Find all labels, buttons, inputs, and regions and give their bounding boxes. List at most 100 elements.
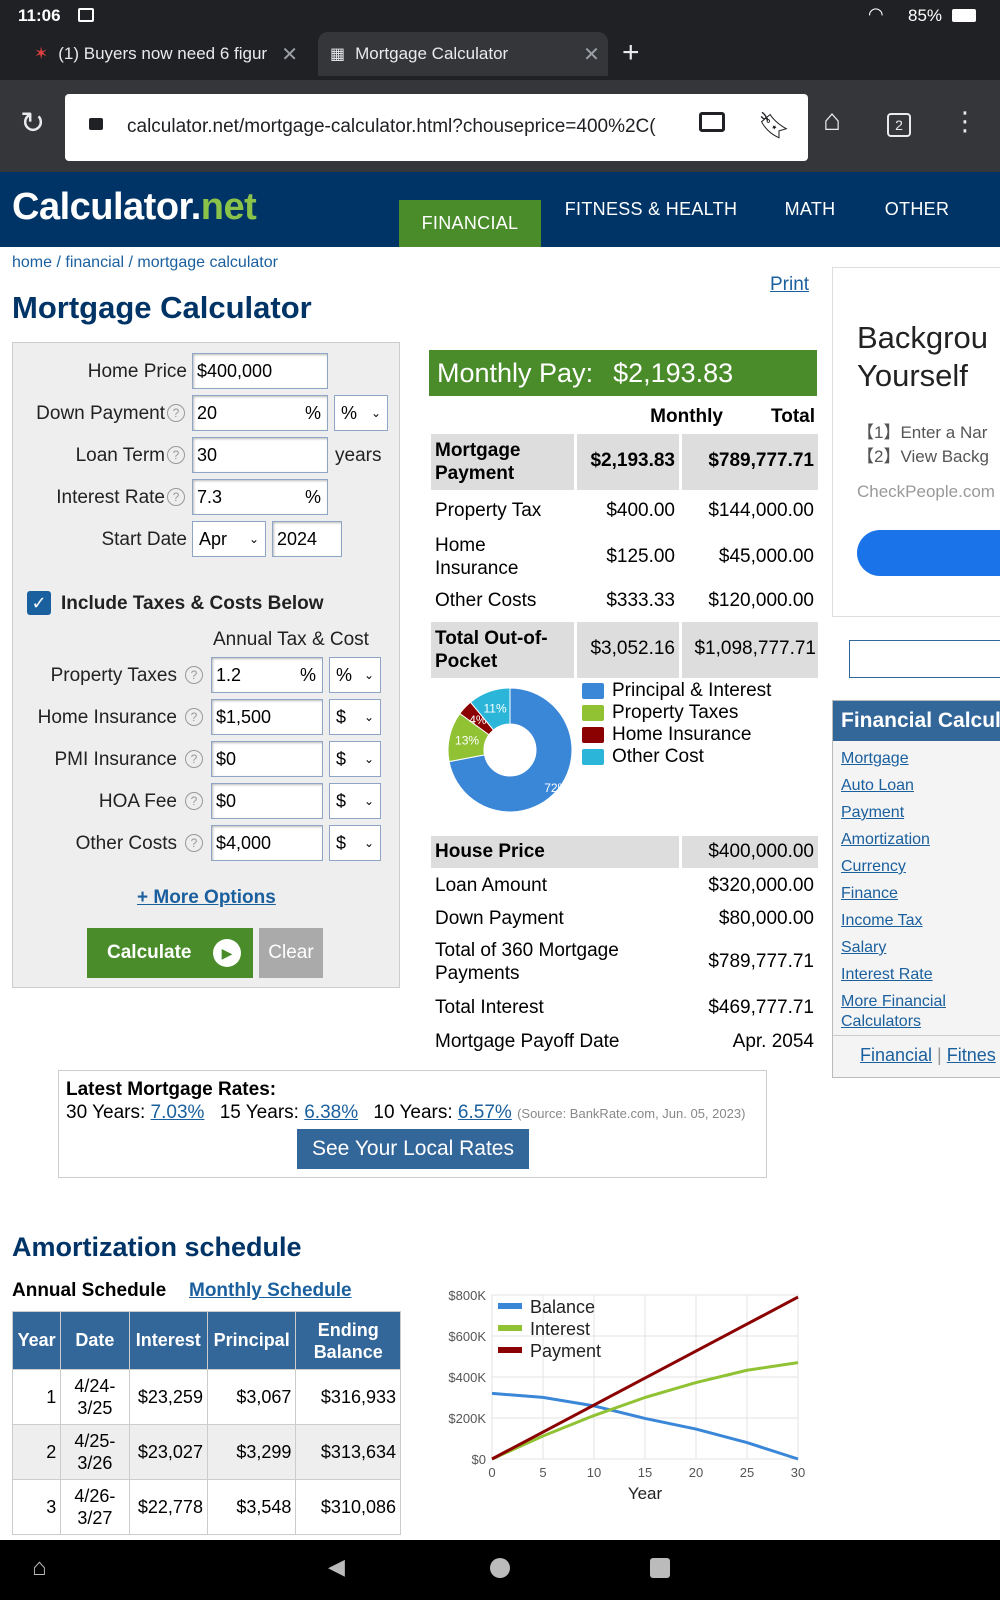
clear-button[interactable]: Clear [259, 928, 323, 978]
breadcrumb-home[interactable]: home [12, 254, 53, 271]
help-icon[interactable]: ? [185, 792, 203, 810]
col-principal: Principal [206, 1311, 297, 1370]
site-logo[interactable]: Calculator.net [12, 186, 257, 229]
tab-switcher-button[interactable]: 2 [887, 113, 911, 137]
start-year-input[interactable]: 2024 [272, 521, 342, 557]
help-icon[interactable]: ? [167, 446, 185, 464]
help-icon[interactable]: ? [167, 488, 185, 506]
nav-math[interactable]: MATH [784, 199, 836, 219]
home-insurance-input[interactable]: $1,500 [211, 699, 323, 735]
home-insurance-unit-select[interactable]: $ ⌄ [329, 699, 381, 735]
y-tick-label: $400K [448, 1370, 486, 1385]
annual-schedule-tab[interactable]: Annual Schedule [12, 1280, 167, 1301]
calculate-button[interactable]: Calculate ▶ [87, 928, 253, 978]
cell-interest: $23,027 [128, 1424, 208, 1480]
hoa-input[interactable]: $0 [211, 783, 323, 819]
legend-swatch [582, 727, 604, 743]
x-tick-label: 0 [488, 1465, 495, 1480]
home-price-input[interactable]: $400,000 [192, 353, 328, 389]
print-link[interactable]: Print [770, 274, 810, 295]
reload-icon[interactable]: ↻ [20, 107, 46, 140]
help-icon[interactable]: ? [185, 834, 203, 852]
x-tick-label: 15 [638, 1465, 652, 1480]
nav-fitness-health[interactable]: FITNESS & HEALTH [564, 199, 738, 219]
see-local-rates-button[interactable]: See Your Local Rates [297, 1129, 529, 1169]
tab-mortgage-calculator[interactable]: ▦ Mortgage Calculator ✕ [318, 32, 608, 76]
sidebar-link[interactable]: Salary [841, 939, 887, 956]
interest-rate-input[interactable]: 7.3 % [192, 479, 328, 515]
close-tab-icon[interactable]: ✕ [583, 43, 600, 66]
favicon-icon: ✶ [34, 44, 49, 63]
down-payment-input[interactable]: 20 % [192, 395, 328, 431]
ad-box[interactable]: Backgrou Yourself 【1】Enter a Nar 【2】View… [832, 267, 1000, 617]
sidebar-link[interactable]: Income Tax [841, 912, 923, 929]
back-icon[interactable]: ◀ [328, 1554, 345, 1579]
sidebar-link[interactable]: Interest Rate [841, 966, 933, 983]
pmi-unit-select[interactable]: $ ⌄ [329, 741, 381, 777]
recents-icon[interactable] [650, 1558, 670, 1578]
row-monthly: $3,052.16 [590, 638, 675, 659]
nav-financial[interactable]: FINANCIAL [399, 186, 541, 247]
financial-calculators-heading: Financial Calcul [833, 701, 1000, 741]
footer-financial-link[interactable]: Financial [860, 1045, 933, 1065]
legend-label: Property Taxes [612, 702, 739, 723]
help-icon[interactable]: ? [167, 404, 185, 422]
sidebar-link[interactable]: Payment [841, 804, 905, 821]
address-bar[interactable]: calculator.net/mortgage-calculator.html?… [65, 94, 808, 161]
help-icon[interactable]: ? [185, 750, 203, 768]
percent-unit: % [304, 402, 321, 423]
tab-news[interactable]: ✶ (1) Buyers now need 6 figur ✕ [20, 32, 310, 76]
more-options-link[interactable]: + More Options [137, 887, 276, 908]
sidebar-link[interactable]: Finance [841, 885, 898, 902]
other-costs-unit-select[interactable]: $ ⌄ [329, 825, 381, 861]
menu-icon[interactable]: ⋮ [952, 106, 978, 136]
rate-10-link[interactable]: 6.57% [457, 1102, 512, 1123]
sidebar-link[interactable]: Mortgage [841, 750, 909, 767]
hoa-unit-select[interactable]: $ ⌄ [329, 783, 381, 819]
property-taxes-value: 1.2 [216, 664, 242, 685]
down-payment-unit-select[interactable]: % ⌄ [334, 395, 388, 431]
start-month-select[interactable]: Apr ⌄ [192, 521, 266, 557]
ad-cta-button[interactable] [857, 530, 1000, 576]
new-tab-icon[interactable]: + [622, 36, 640, 69]
loan-term-input[interactable]: 30 [192, 437, 328, 473]
rate-30-link[interactable]: 7.03% [150, 1102, 205, 1123]
col-monthly: Monthly [650, 406, 723, 427]
help-icon[interactable]: ? [185, 666, 203, 684]
sidebar-link[interactable]: Amortization [841, 831, 930, 848]
nav-other[interactable]: OTHER [884, 199, 950, 219]
sidebar-link[interactable]: Auto Loan [841, 777, 914, 794]
bookmark-icon[interactable]: 🔖︎ [758, 110, 792, 140]
table-row: Property Tax $400.00 $144,000.00 [431, 492, 819, 532]
table-row: Mortgage Payment $2,193.83 $789,777.71 [431, 434, 819, 490]
table-row: 3 4/26-3/27 $22,778 $3,548 $310,086 [11, 1479, 401, 1535]
cast-icon[interactable] [699, 112, 725, 132]
home-nav-icon[interactable] [490, 1558, 510, 1578]
footer-fitness-link[interactable]: Fitnes [946, 1045, 996, 1065]
launcher-icon[interactable]: ⌂ [32, 1554, 47, 1581]
legend-item: Other Cost [582, 746, 812, 768]
breadcrumb-current[interactable]: mortgage calculator [137, 254, 278, 271]
property-taxes-input[interactable]: 1.2 % [211, 657, 323, 693]
home-icon[interactable]: ⌂ [823, 104, 842, 137]
other-costs-input[interactable]: $4,000 [211, 825, 323, 861]
years-label: years [335, 445, 382, 466]
monthly-schedule-tab[interactable]: Monthly Schedule [189, 1280, 352, 1301]
chevron-down-icon: ⌄ [363, 752, 374, 766]
calculate-label: Calculate [107, 942, 192, 963]
help-icon[interactable]: ? [185, 708, 203, 726]
close-tab-icon[interactable]: ✕ [281, 43, 299, 66]
property-taxes-unit-select[interactable]: % ⌄ [329, 657, 381, 693]
pmi-input[interactable]: $0 [211, 741, 323, 777]
breadcrumb-financial[interactable]: financial [65, 254, 125, 271]
donut-slice [469, 687, 511, 731]
sidebar-link[interactable]: More Financial Calculators [841, 993, 946, 1030]
sidebar-link[interactable]: Currency [841, 858, 906, 875]
rate-15-link[interactable]: 6.38% [304, 1102, 359, 1123]
search-input[interactable] [849, 640, 1000, 678]
summary-value: $80,000.00 [718, 908, 814, 929]
ad-title-line2: Yourself [857, 358, 968, 393]
include-taxes-checkbox[interactable]: ✓ [27, 591, 51, 615]
donut-slice [448, 687, 573, 813]
status-bar: 11:06 ◠ 85% [0, 0, 1000, 32]
